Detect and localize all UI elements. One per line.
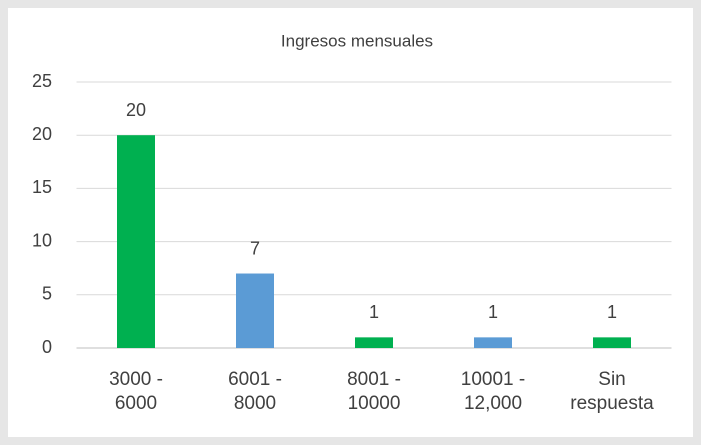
y-tick-label: 5 — [42, 284, 52, 304]
x-tick-label: 10001 - 12,000 — [460, 369, 526, 414]
y-tick-label: 15 — [32, 177, 52, 197]
y-tick-label: 25 — [32, 71, 52, 91]
data-label: 1 — [607, 302, 617, 322]
y-tick-label: 20 — [32, 124, 52, 144]
bar — [355, 337, 393, 348]
data-label: 1 — [369, 302, 379, 322]
x-tick-label: 6001 - 8000 — [228, 369, 282, 414]
bar — [474, 337, 512, 348]
data-label: 7 — [250, 238, 260, 258]
data-label: 20 — [126, 100, 146, 120]
y-tick-label: 0 — [42, 337, 52, 357]
x-tick-label: 3000 - 6000 — [109, 369, 163, 414]
bar — [236, 273, 274, 348]
bar — [117, 135, 155, 348]
y-tick-label: 10 — [32, 230, 52, 250]
bar — [593, 337, 631, 348]
x-tick-label: 8001 - 10000 — [347, 369, 401, 414]
chart-title: Ingresos mensuales — [281, 31, 433, 50]
x-tick-label: Sin respuesta — [570, 369, 654, 414]
data-label: 1 — [488, 302, 498, 322]
